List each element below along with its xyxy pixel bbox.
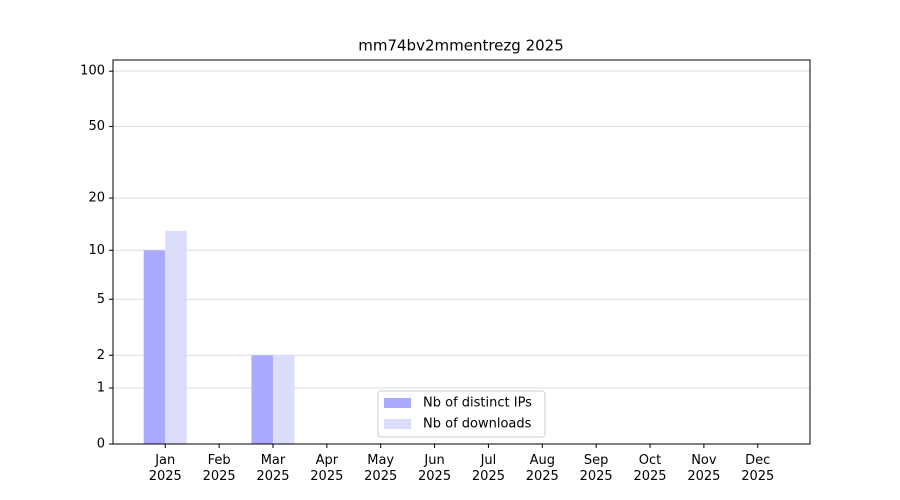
bar [272, 355, 295, 444]
y-tick-label: 20 [88, 191, 105, 206]
y-tick-label: 0 [97, 437, 105, 452]
legend-label: Nb of distinct IPs [423, 396, 532, 411]
legend-swatch [384, 398, 411, 408]
x-tick-label: May 2025 [364, 453, 398, 484]
bar [251, 355, 273, 444]
x-tick-label: Aug 2025 [525, 453, 559, 484]
x-tick-label: Jul 2025 [471, 453, 505, 484]
legend-box [377, 390, 546, 438]
x-tick-label: Mar 2025 [256, 453, 290, 484]
x-tick-label: Apr 2025 [310, 453, 344, 484]
y-tick-label: 10 [88, 243, 105, 258]
y-tick-label: 2 [97, 348, 105, 363]
legend-label: Nb of downloads [423, 417, 532, 432]
bar [165, 230, 187, 444]
chart-title: mm74bv2mmentrezg 2025 [358, 37, 564, 55]
bar [143, 250, 166, 444]
y-tick-label: 100 [80, 64, 105, 79]
x-tick-label: Jan 2025 [148, 453, 182, 484]
x-tick-label: Oct 2025 [633, 453, 667, 484]
legend-swatch [384, 419, 411, 429]
x-tick-label: Feb 2025 [202, 453, 236, 484]
x-tick-label: Jun 2025 [418, 453, 452, 484]
y-tick-label: 5 [97, 292, 105, 307]
x-tick-label: Sep 2025 [579, 453, 613, 484]
plot-frame [112, 59, 811, 445]
y-tick-label: 50 [88, 119, 105, 134]
x-tick-label: Nov 2025 [687, 453, 721, 484]
y-tick-label: 1 [97, 381, 105, 396]
x-tick-label: Dec 2025 [741, 453, 775, 484]
